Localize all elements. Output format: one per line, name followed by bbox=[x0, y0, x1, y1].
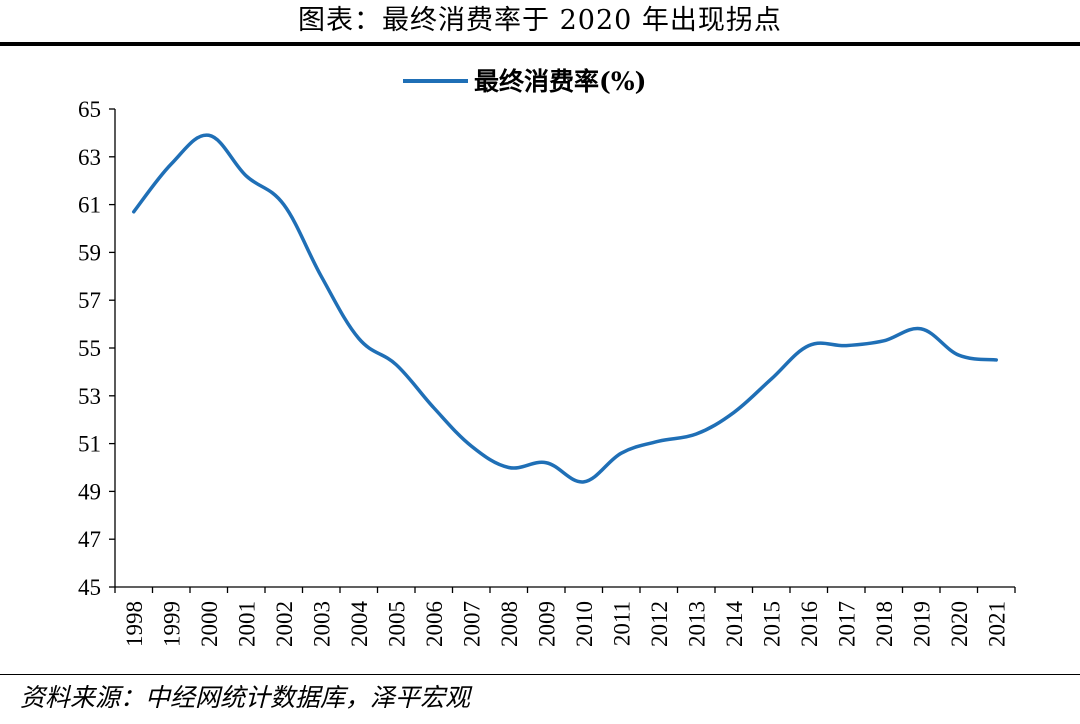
y-tick-label: 57 bbox=[78, 288, 101, 313]
x-axis-ticks: 1998 1999 2000 2001 2002 2003 2004 2005 2006 2007… bbox=[114, 587, 1016, 648]
x-tick-label: 2017 bbox=[834, 601, 859, 647]
x-tick-label: 1998 bbox=[122, 601, 147, 647]
x-tick-label: 2008 bbox=[497, 601, 522, 647]
x-tick-label: 2021 bbox=[984, 601, 1009, 647]
figure-title: 图表：最终消费率于 2020 年出现拐点 bbox=[298, 5, 782, 36]
x-tick-label: 2015 bbox=[759, 601, 784, 647]
x-tick-label: 2011 bbox=[609, 601, 634, 646]
y-tick-label: 49 bbox=[78, 479, 101, 504]
x-tick-label: 2009 bbox=[534, 601, 559, 647]
y-axis-ticks: 45 47 49 51 53 55 57 59 61 63 65 bbox=[78, 97, 115, 600]
x-tick-label: 2013 bbox=[684, 601, 709, 647]
x-tick-label: 2020 bbox=[947, 601, 972, 647]
x-tick-label: 2005 bbox=[384, 601, 409, 647]
x-tick-label: 2002 bbox=[272, 601, 297, 647]
y-tick-label: 61 bbox=[78, 193, 101, 218]
y-tick-label: 65 bbox=[78, 97, 101, 122]
y-tick-label: 51 bbox=[78, 432, 101, 457]
x-tick-label: 2018 bbox=[872, 601, 897, 647]
source-rule bbox=[0, 674, 1080, 675]
y-tick-label: 45 bbox=[78, 575, 101, 600]
y-tick-label: 55 bbox=[78, 336, 101, 361]
x-tick-label: 2010 bbox=[572, 601, 597, 647]
x-tick-label: 2000 bbox=[197, 601, 222, 647]
x-tick-label: 2016 bbox=[797, 601, 822, 647]
x-tick-label: 2004 bbox=[347, 601, 372, 648]
x-tick-label: 2019 bbox=[909, 601, 934, 647]
x-tick-label: 2012 bbox=[647, 601, 672, 647]
x-tick-label: 2006 bbox=[422, 601, 447, 647]
y-tick-label: 59 bbox=[78, 240, 101, 265]
y-tick-label: 53 bbox=[78, 384, 101, 409]
title-rule bbox=[0, 42, 1080, 46]
y-tick-label: 47 bbox=[78, 527, 101, 552]
y-tick-label: 63 bbox=[78, 145, 101, 170]
source-note: 资料来源：中经网统计数据库，泽平宏观 bbox=[20, 683, 471, 712]
line-chart: 最终消费率(%) 45 47 49 51 53 55 57 59 61 63 65 1998 1999… bbox=[78, 67, 1016, 648]
x-tick-label: 2001 bbox=[234, 601, 259, 647]
series-line-final-consumption-rate bbox=[132, 133, 998, 484]
x-tick-label: 1999 bbox=[159, 601, 184, 647]
chart-legend: 最终消费率(%) bbox=[403, 67, 646, 96]
series-layer bbox=[132, 133, 998, 484]
x-tick-label: 2007 bbox=[459, 601, 484, 647]
x-tick-label: 2003 bbox=[309, 601, 334, 647]
legend-label: 最终消费率(%) bbox=[474, 67, 646, 96]
x-tick-label: 2014 bbox=[722, 601, 747, 648]
